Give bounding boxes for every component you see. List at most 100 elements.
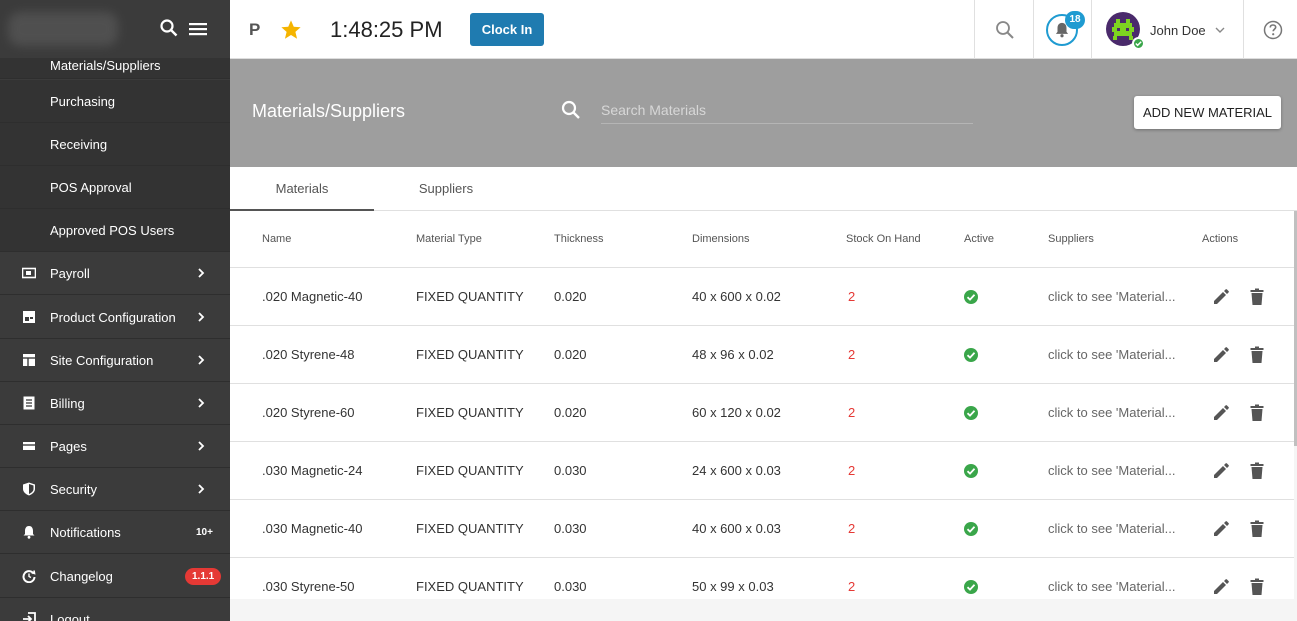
chevron-right-icon — [198, 398, 205, 408]
chevron-right-icon — [198, 484, 205, 494]
table-scrollbar[interactable] — [1294, 211, 1297, 446]
table-row[interactable]: .020 Styrene-48 FIXED QUANTITY 0.020 48 … — [230, 326, 1294, 384]
logout-icon — [23, 612, 36, 621]
sidebar-item-logout[interactable]: Logout — [0, 598, 230, 621]
sidebar-subitem-pos-approval[interactable]: POS Approval — [0, 166, 230, 209]
edit-pencil-icon[interactable] — [1212, 288, 1230, 306]
version-badge: 1.1.1 — [185, 567, 222, 585]
column-header-active[interactable]: Active — [964, 233, 994, 245]
material-name: .030 Styrene-50 — [262, 579, 355, 594]
top-bar: P 1:48:25 PM Clock In 18 John Doe — [230, 0, 1297, 59]
chevron-down-icon[interactable] — [1215, 26, 1225, 34]
delete-trash-icon[interactable] — [1250, 462, 1264, 480]
suppliers-link[interactable]: click to see 'Material... — [1048, 347, 1176, 362]
delete-trash-icon[interactable] — [1250, 404, 1264, 422]
material-thickness: 0.030 — [554, 463, 587, 478]
tab-materials[interactable]: Materials — [230, 167, 374, 211]
column-header-stock-on-hand[interactable]: Stock On Hand — [846, 233, 921, 245]
edit-pencil-icon[interactable] — [1212, 346, 1230, 364]
column-header-material-type[interactable]: Material Type — [416, 233, 482, 245]
sidebar-item-changelog[interactable]: Changelog 1.1.1 — [0, 555, 230, 598]
bell-icon — [23, 526, 35, 539]
table-row[interactable]: .030 Magnetic-40 FIXED QUANTITY 0.030 40… — [230, 500, 1294, 558]
material-thickness: 0.030 — [554, 579, 587, 594]
sidebar-item-product-configuration[interactable]: Product Configuration — [0, 296, 230, 339]
edit-pencil-icon[interactable] — [1212, 578, 1230, 596]
priority-indicator[interactable]: P — [249, 20, 261, 39]
delete-trash-icon[interactable] — [1250, 288, 1264, 306]
active-check-icon — [964, 580, 978, 594]
clock-in-button[interactable]: Clock In — [470, 13, 544, 46]
edit-pencil-icon[interactable] — [1212, 404, 1230, 422]
edit-pencil-icon[interactable] — [1212, 462, 1230, 480]
sidebar-item-notifications[interactable]: Notifications 10+ — [0, 511, 230, 554]
sidebar-item-billing[interactable]: Billing — [0, 382, 230, 425]
material-type: FIXED QUANTITY — [416, 521, 524, 536]
table-row[interactable]: .020 Styrene-60 FIXED QUANTITY 0.020 60 … — [230, 384, 1294, 442]
sidebar-item-security[interactable]: Security — [0, 468, 230, 511]
bell-icon — [1055, 22, 1069, 38]
notifications-count-badge: 10+ — [196, 526, 213, 538]
sidebar-item-label: Payroll — [50, 265, 90, 281]
column-header-name[interactable]: Name — [262, 233, 292, 245]
notifications-button[interactable] — [1046, 14, 1078, 46]
active-check-icon — [964, 464, 978, 478]
suppliers-link[interactable]: click to see 'Material... — [1048, 289, 1176, 304]
suppliers-link[interactable]: click to see 'Material... — [1048, 521, 1176, 536]
chevron-right-icon — [198, 268, 205, 278]
avatar-image — [1112, 19, 1134, 40]
chevron-right-icon — [198, 355, 205, 365]
sidebar-item-label: Notifications — [50, 524, 121, 540]
sidebar-item-label: Product Configuration — [50, 309, 176, 325]
material-type: FIXED QUANTITY — [416, 347, 524, 362]
suppliers-link[interactable]: click to see 'Material... — [1048, 463, 1176, 478]
material-name: .020 Styrene-60 — [262, 405, 355, 420]
pages-icon — [23, 442, 35, 450]
stock-on-hand: 2 — [848, 463, 856, 478]
table-row[interactable]: .030 Magnetic-24 FIXED QUANTITY 0.030 24… — [230, 442, 1294, 500]
hamburger-menu-icon[interactable] — [188, 20, 208, 38]
sidebar-subitem-purchasing[interactable]: Purchasing — [0, 80, 230, 123]
delete-trash-icon[interactable] — [1250, 520, 1264, 538]
sidebar-item-pages[interactable]: Pages — [0, 425, 230, 468]
product-icon — [23, 311, 35, 323]
table-row[interactable]: .020 Magnetic-40 FIXED QUANTITY 0.020 40… — [230, 268, 1294, 326]
table-row[interactable]: .030 Styrene-50 FIXED QUANTITY 0.030 50 … — [230, 558, 1294, 599]
sidebar-item-site-configuration[interactable]: Site Configuration — [0, 339, 230, 382]
stock-on-hand: 2 — [848, 289, 856, 304]
column-header-actions: Actions — [1202, 233, 1239, 245]
search-icon[interactable] — [995, 20, 1015, 40]
help-icon[interactable] — [1263, 20, 1283, 40]
page-header: Materials/Suppliers ADD NEW MATERIAL — [230, 59, 1297, 167]
sidebar-subitem-receiving[interactable]: Receiving — [0, 123, 230, 166]
delete-trash-icon[interactable] — [1250, 578, 1264, 596]
search-materials-input[interactable] — [601, 97, 973, 124]
star-icon[interactable] — [280, 19, 302, 41]
user-name[interactable]: John Doe — [1150, 23, 1206, 38]
stock-on-hand: 2 — [848, 405, 856, 420]
stock-on-hand: 2 — [848, 347, 856, 362]
material-thickness: 0.020 — [554, 347, 587, 362]
clock-time: 1:48:25 PM — [330, 17, 443, 42]
add-new-material-button[interactable]: ADD NEW MATERIAL — [1134, 96, 1281, 129]
edit-pencil-icon[interactable] — [1212, 520, 1230, 538]
active-check-icon — [964, 348, 978, 362]
sidebar-item-label: Security — [50, 481, 97, 497]
column-header-suppliers[interactable]: Suppliers — [1048, 233, 1094, 245]
suppliers-link[interactable]: click to see 'Material... — [1048, 579, 1176, 594]
divider — [1091, 0, 1092, 59]
payroll-icon — [22, 267, 36, 279]
column-header-dimensions[interactable]: Dimensions — [692, 233, 750, 245]
online-status-indicator — [1132, 37, 1145, 50]
sidebar-subitem-label: Receiving — [50, 136, 108, 152]
search-icon — [561, 100, 580, 119]
material-type: FIXED QUANTITY — [416, 405, 524, 420]
delete-trash-icon[interactable] — [1250, 346, 1264, 364]
sidebar-subitem-approved-pos-users[interactable]: Approved POS Users — [0, 209, 230, 252]
search-icon[interactable] — [160, 19, 178, 37]
column-header-thickness[interactable]: Thickness — [554, 233, 604, 245]
sidebar-item-payroll[interactable]: Payroll — [0, 252, 230, 295]
chevron-right-icon — [198, 441, 205, 451]
tab-suppliers[interactable]: Suppliers — [418, 181, 474, 196]
suppliers-link[interactable]: click to see 'Material... — [1048, 405, 1176, 420]
